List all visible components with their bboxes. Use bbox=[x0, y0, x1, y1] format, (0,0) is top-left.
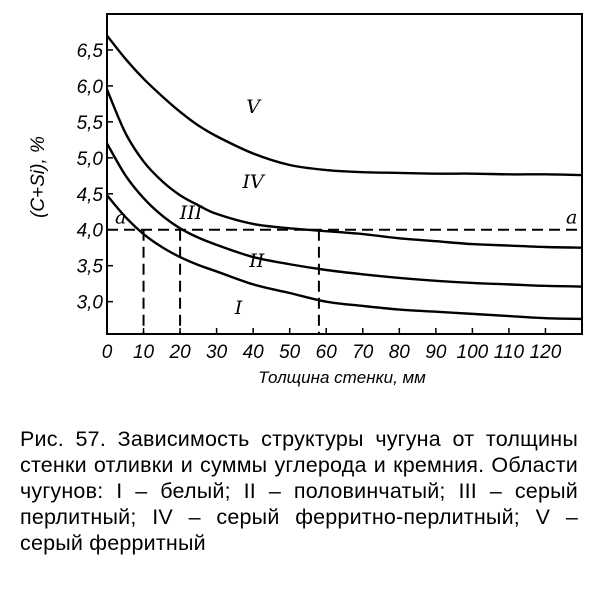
x-tick-label: 80 bbox=[389, 342, 411, 363]
y-tick-label: 4,0 bbox=[77, 221, 104, 242]
x-tick-label: 120 bbox=[530, 342, 562, 363]
region-label: V bbox=[246, 96, 262, 118]
region-label: III bbox=[179, 202, 203, 224]
reference-label-right: a bbox=[566, 207, 577, 229]
boundary-curve bbox=[106, 194, 583, 321]
y-tick-label: 4,5 bbox=[77, 185, 104, 206]
y-axis-label: (C+Si), % bbox=[28, 136, 49, 218]
region-label: IV bbox=[242, 171, 267, 193]
y-tick-label: 6,5 bbox=[77, 41, 104, 62]
y-tick-label: 5,5 bbox=[77, 113, 104, 134]
y-tick-label: 5,0 bbox=[77, 149, 104, 170]
x-tick-label: 60 bbox=[316, 342, 338, 363]
x-tick-label: 0 bbox=[102, 342, 113, 363]
x-tick-label: 100 bbox=[457, 342, 489, 363]
axes: 0 10 20 30 40 50 60 70 80 90 100 110 120 3,0 3,5 4,0 4,5… bbox=[77, 13, 583, 363]
x-tick-label: 110 bbox=[494, 342, 525, 363]
y-tick-label: 3,0 bbox=[77, 293, 104, 314]
reference-label-left: a bbox=[115, 207, 126, 229]
region-label: I bbox=[234, 297, 243, 319]
x-tick-label: 30 bbox=[206, 342, 228, 363]
boundary-curve bbox=[105, 142, 583, 288]
x-axis-label: Толщина стенки, мм bbox=[258, 368, 426, 387]
boundary-curve bbox=[105, 89, 583, 249]
y-tick-label: 6,0 bbox=[77, 77, 104, 98]
x-tick-label: 70 bbox=[352, 342, 374, 363]
boundary-curve bbox=[106, 34, 583, 177]
y-tick-label: 3,5 bbox=[77, 257, 104, 278]
x-tick-label: 90 bbox=[425, 342, 447, 363]
x-tick-label: 20 bbox=[169, 342, 192, 363]
figure-caption: Рис. 57. Зависимость структуры чугуна от… bbox=[20, 427, 578, 555]
x-tick-label: 50 bbox=[279, 342, 301, 363]
x-tick-label: 40 bbox=[243, 342, 265, 363]
region-label: II bbox=[248, 250, 265, 272]
chart: 0 10 20 30 40 50 60 70 80 90 100 110 120 3,0 3,5 4,0 4,5… bbox=[28, 13, 583, 387]
curves bbox=[105, 34, 583, 321]
x-tick-label: 10 bbox=[133, 342, 155, 363]
